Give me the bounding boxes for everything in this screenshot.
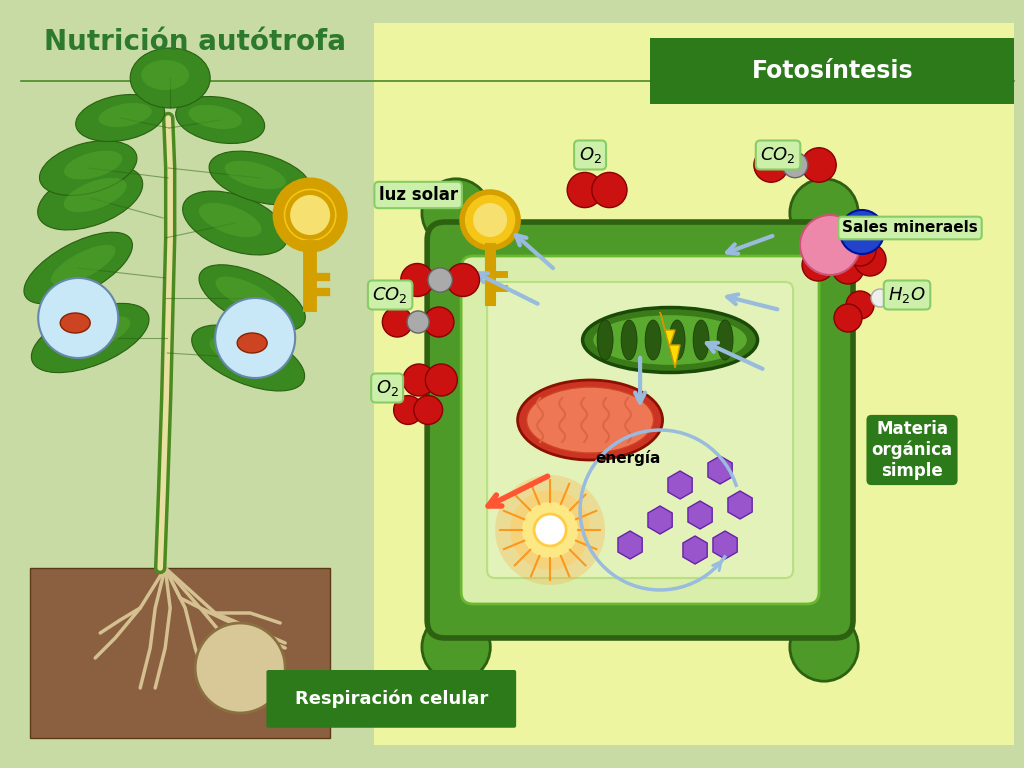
Circle shape — [473, 203, 507, 237]
Ellipse shape — [51, 245, 116, 285]
Circle shape — [496, 475, 605, 585]
Circle shape — [462, 192, 518, 248]
Text: Nutrición autótrofa: Nutrición autótrofa — [44, 28, 346, 56]
Text: Fotosíntesis: Fotosíntesis — [752, 59, 913, 84]
FancyBboxPatch shape — [374, 23, 1014, 745]
Text: $H_2O$: $H_2O$ — [888, 285, 926, 305]
Text: energía: energía — [595, 450, 660, 466]
Circle shape — [834, 304, 862, 332]
Circle shape — [567, 172, 602, 207]
Ellipse shape — [98, 103, 152, 127]
Ellipse shape — [24, 232, 132, 304]
Ellipse shape — [693, 320, 709, 360]
Circle shape — [196, 623, 285, 713]
FancyBboxPatch shape — [427, 222, 853, 638]
Ellipse shape — [40, 141, 137, 195]
Circle shape — [782, 152, 808, 177]
Circle shape — [840, 210, 884, 254]
Circle shape — [871, 289, 889, 307]
Ellipse shape — [191, 325, 304, 391]
Ellipse shape — [199, 265, 305, 331]
Ellipse shape — [422, 613, 490, 681]
Ellipse shape — [517, 380, 663, 460]
Circle shape — [393, 396, 423, 425]
Ellipse shape — [182, 191, 288, 255]
Circle shape — [279, 183, 342, 247]
Circle shape — [215, 298, 295, 378]
Circle shape — [428, 268, 453, 292]
Ellipse shape — [790, 613, 858, 681]
Ellipse shape — [141, 60, 189, 90]
Circle shape — [402, 364, 435, 396]
Circle shape — [802, 147, 837, 182]
Ellipse shape — [593, 315, 748, 366]
Ellipse shape — [32, 303, 150, 372]
Circle shape — [592, 172, 627, 207]
Ellipse shape — [422, 179, 490, 247]
Circle shape — [846, 291, 874, 319]
Ellipse shape — [597, 320, 613, 360]
FancyBboxPatch shape — [266, 670, 516, 728]
Text: $CO_2$: $CO_2$ — [373, 285, 408, 305]
Circle shape — [446, 263, 479, 296]
Circle shape — [400, 263, 434, 296]
FancyBboxPatch shape — [487, 282, 793, 578]
Ellipse shape — [224, 161, 286, 189]
Circle shape — [382, 307, 413, 337]
Text: $O_2$: $O_2$ — [376, 378, 398, 398]
Ellipse shape — [526, 387, 653, 453]
Ellipse shape — [188, 105, 242, 129]
Ellipse shape — [790, 179, 858, 247]
Circle shape — [754, 147, 788, 182]
Ellipse shape — [717, 320, 733, 360]
Ellipse shape — [65, 151, 122, 180]
Ellipse shape — [38, 166, 142, 230]
Ellipse shape — [209, 151, 311, 205]
Ellipse shape — [60, 313, 90, 333]
Circle shape — [510, 490, 590, 570]
Ellipse shape — [63, 178, 127, 212]
Circle shape — [802, 249, 834, 281]
Circle shape — [522, 502, 579, 558]
Text: Materia
orgánica
simple: Materia orgánica simple — [871, 420, 952, 480]
Ellipse shape — [215, 276, 279, 313]
Circle shape — [424, 307, 454, 337]
Ellipse shape — [210, 337, 276, 373]
Ellipse shape — [622, 320, 637, 360]
FancyBboxPatch shape — [650, 38, 1014, 104]
Circle shape — [290, 195, 330, 235]
Ellipse shape — [60, 316, 130, 354]
Polygon shape — [660, 312, 680, 368]
Ellipse shape — [669, 320, 685, 360]
Circle shape — [833, 252, 864, 284]
Circle shape — [819, 234, 851, 266]
Circle shape — [408, 311, 429, 333]
Ellipse shape — [130, 48, 210, 108]
Ellipse shape — [76, 94, 165, 141]
Circle shape — [535, 514, 566, 546]
Ellipse shape — [199, 203, 261, 237]
Circle shape — [800, 215, 860, 275]
Circle shape — [425, 364, 458, 396]
Text: $CO_2$: $CO_2$ — [760, 145, 796, 165]
Ellipse shape — [645, 320, 662, 360]
FancyBboxPatch shape — [461, 256, 819, 604]
Circle shape — [414, 396, 442, 425]
Circle shape — [844, 234, 876, 266]
Text: luz solar: luz solar — [379, 186, 458, 204]
Circle shape — [854, 244, 886, 276]
Text: $O_2$: $O_2$ — [579, 145, 601, 165]
Text: Respiración celular: Respiración celular — [295, 690, 487, 708]
Ellipse shape — [238, 333, 267, 353]
Ellipse shape — [583, 307, 758, 372]
Text: Sales mineraels: Sales mineraels — [842, 220, 978, 236]
Ellipse shape — [176, 97, 264, 144]
Circle shape — [38, 278, 118, 358]
FancyBboxPatch shape — [31, 568, 330, 738]
